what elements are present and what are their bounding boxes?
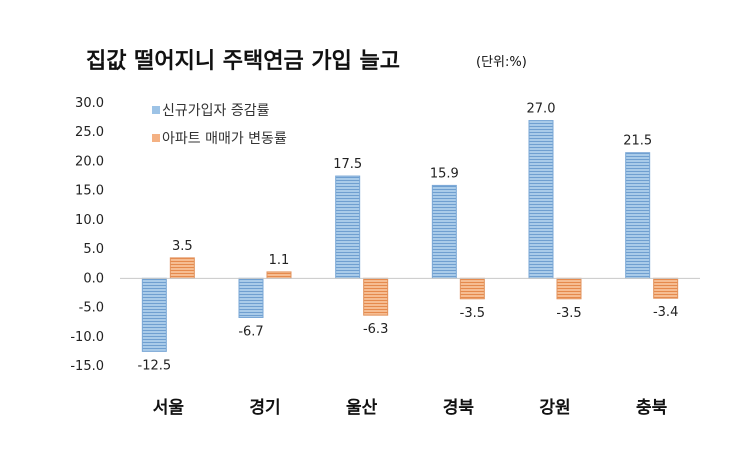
data-label: -3.4 [653,305,678,320]
y-tick-label: 10.0 [75,213,104,228]
x-category-label: 서울 [153,398,185,418]
legend-swatch [152,134,160,142]
unit-label: (단위:%) [476,55,527,70]
bar-subscriber-change-6 [626,153,650,279]
bar-chart: 집값 떨어지니 주택연금 가입 늘고 (단위:%) 30.0 25.0 20.0 15… [0,0,755,450]
y-tick-label: -5.0 [79,301,104,316]
data-label: -6.3 [363,322,388,337]
legend-label: 신규가입자 증감률 [162,103,270,119]
bar-subscriber-change-5 [529,121,553,279]
y-tick-label: 0.0 [83,271,104,286]
data-label: 17.5 [333,157,362,172]
y-axis: 30.0 25.0 20.0 15.0 10.0 5.0 0.0 -5.0 -10.0 -15.0 [70,96,104,374]
data-label: -3.5 [556,306,581,321]
y-tick-label: 30.0 [75,96,104,111]
y-tick-label: -10.0 [70,330,104,345]
data-label: -3.5 [460,306,485,321]
x-category-label: 경북 [443,398,475,418]
bar-apartment-price-change-5 [557,278,581,298]
data-label: -12.5 [138,358,172,373]
bar-apartment-price-change-2 [267,272,291,278]
x-category-label: 강원 [539,398,570,418]
legend-label: 아파트 매매가 변동률 [162,131,287,147]
x-axis: 서울 경기 울산 경북 강원 충북 [153,398,668,418]
x-category-label: 충북 [636,398,668,418]
bar-apartment-price-change-6 [654,278,678,298]
bar-subscriber-change-3 [336,176,360,278]
y-tick-label: -15.0 [70,359,104,374]
x-category-label: 경기 [249,398,280,418]
bar-apartment-price-change-3 [364,278,388,315]
chart-title: 집값 떨어지니 주택연금 가입 늘고 [86,49,400,74]
y-tick-label: 5.0 [83,242,104,257]
data-label: 27.0 [527,102,556,117]
data-label: 1.1 [269,253,290,268]
y-tick-label: 25.0 [75,125,104,140]
x-category-label: 울산 [346,398,378,418]
bar-apartment-price-change-1 [170,258,194,278]
y-tick-label: 20.0 [75,154,104,169]
bar-subscriber-change-2 [239,278,263,317]
data-label: 15.9 [430,166,459,181]
data-label: 3.5 [172,239,193,254]
bar-apartment-price-change-4 [460,278,484,298]
bar-subscriber-change-1 [142,278,166,351]
y-tick-label: 15.0 [75,184,104,199]
bars [142,121,677,352]
bar-subscriber-change-4 [432,185,456,278]
data-label: 21.5 [623,134,652,149]
data-label: -6.7 [238,324,263,339]
legend-swatch [152,106,160,114]
